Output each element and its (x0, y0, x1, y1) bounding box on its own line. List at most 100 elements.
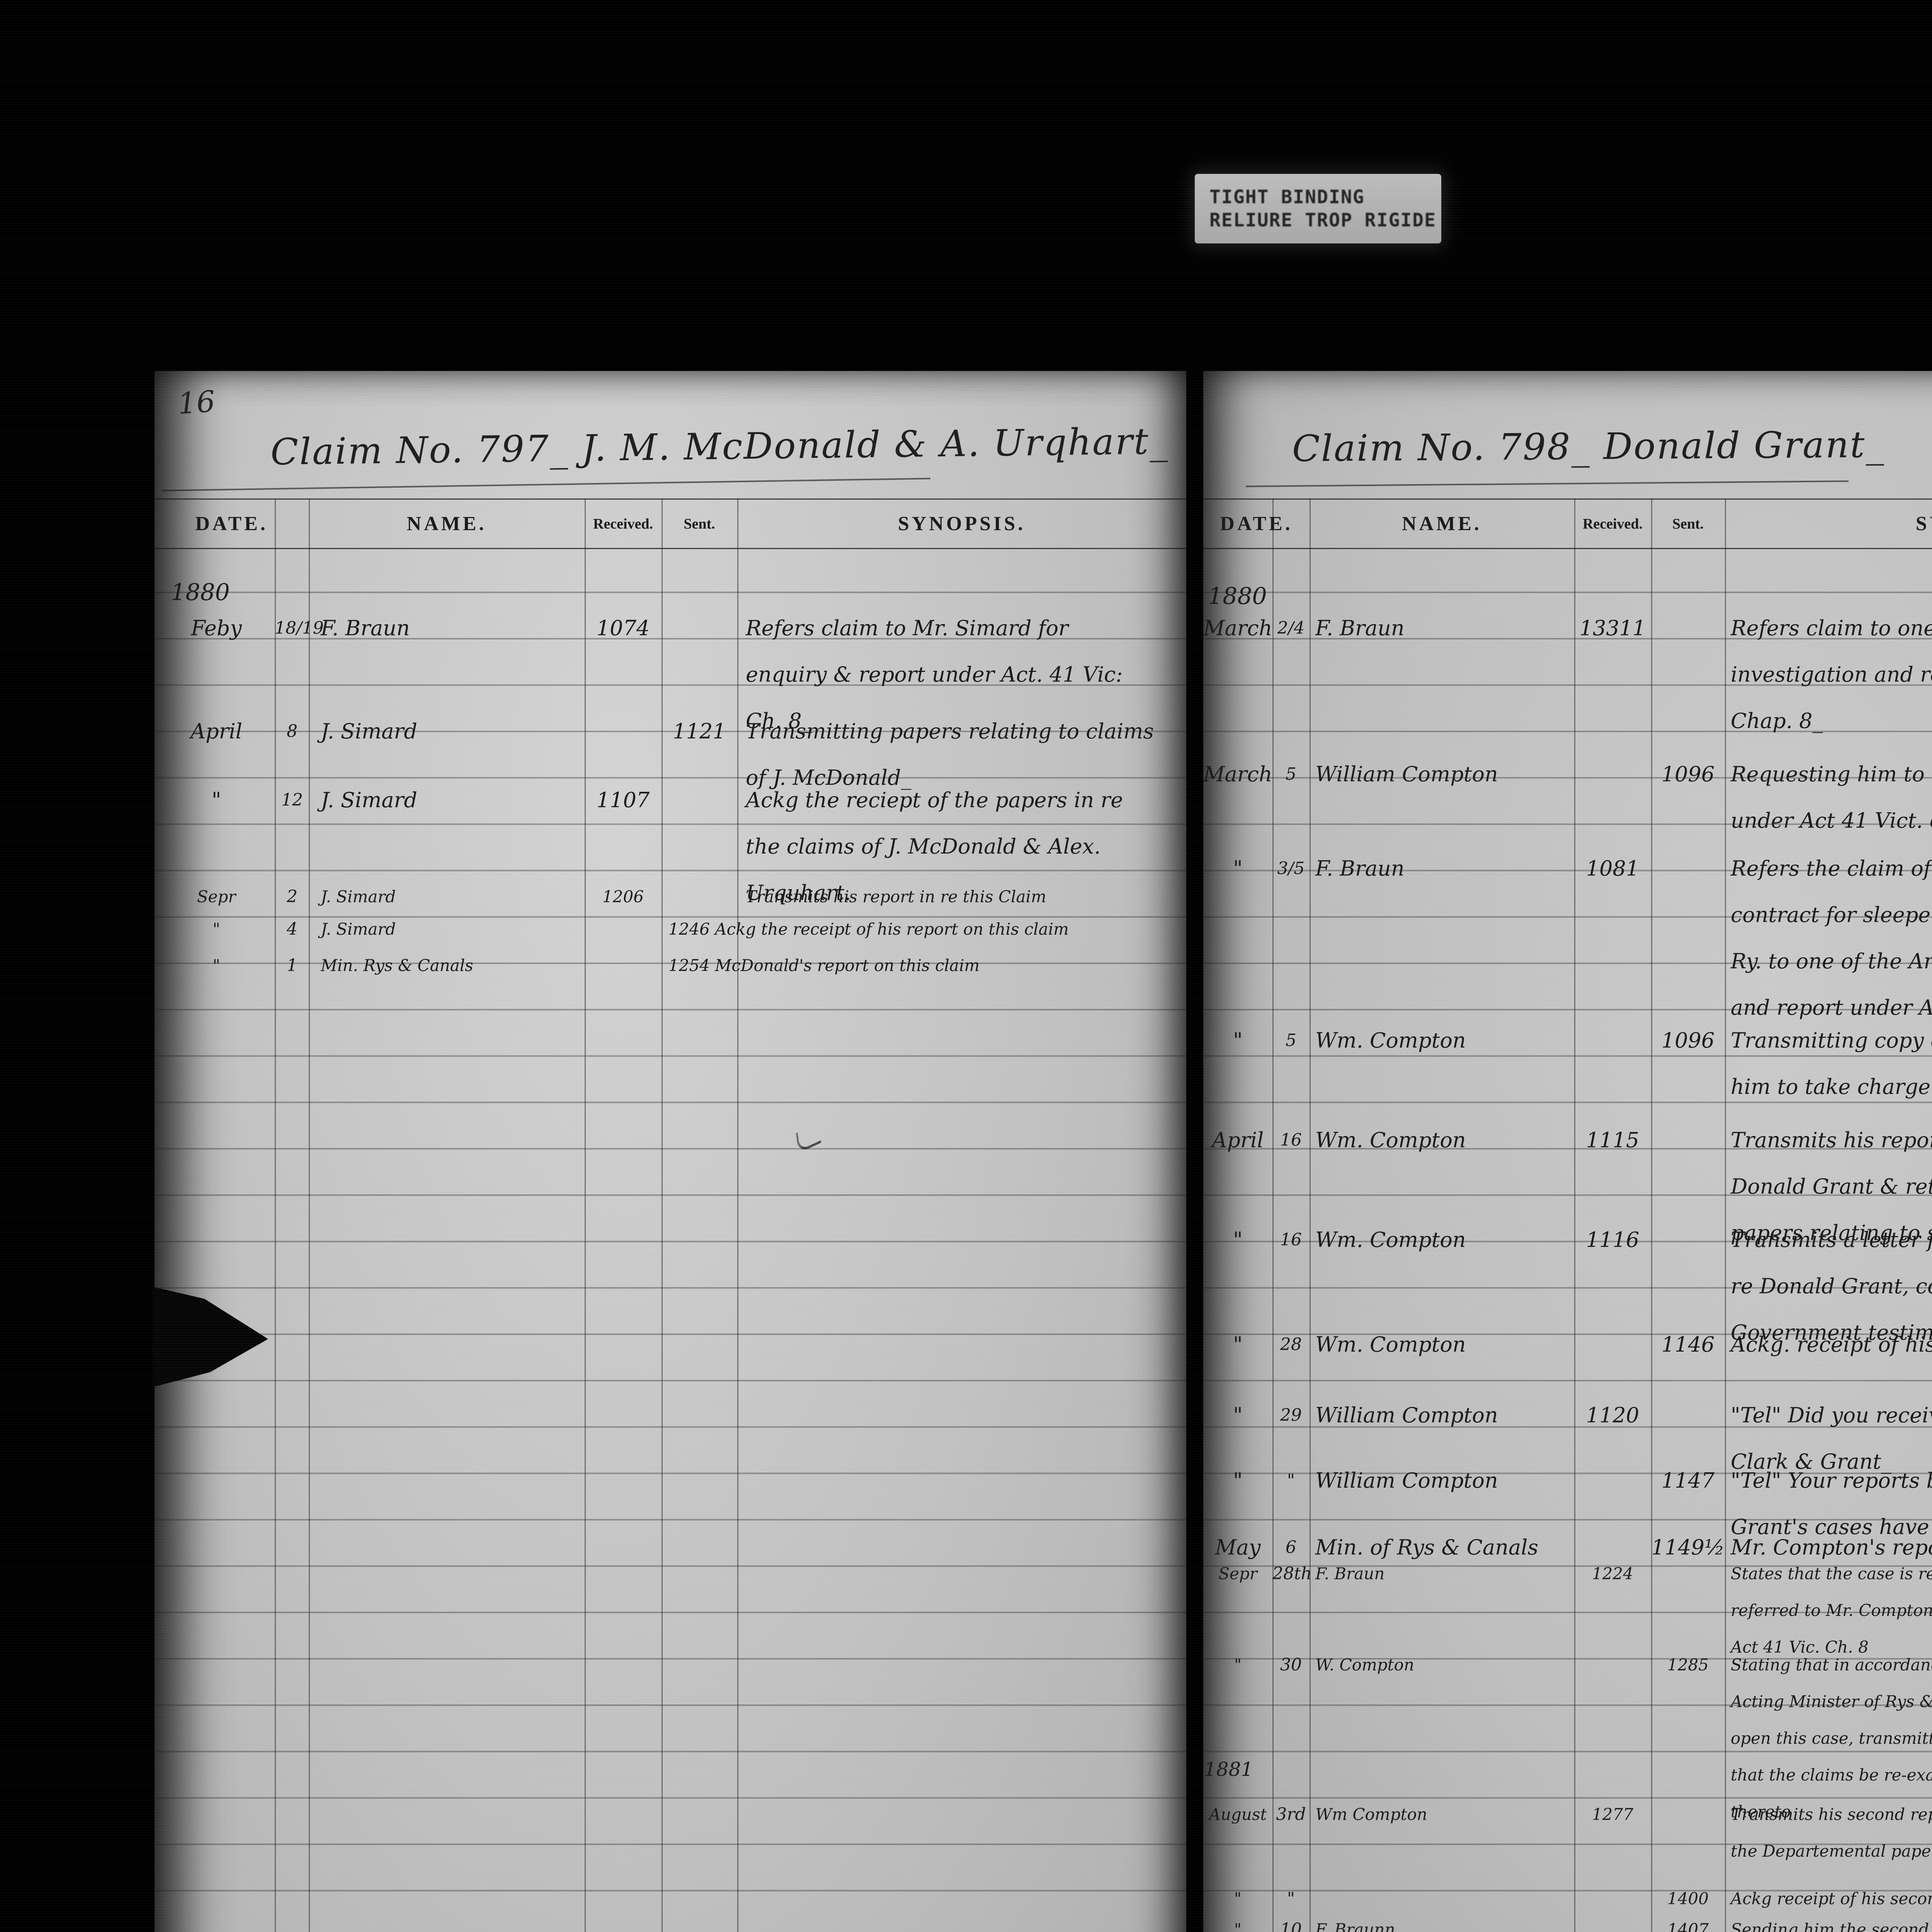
entry-synopsis: Transmits his report on the claim of Don… (1731, 1128, 1932, 1245)
column-header-sent: Sent. (1672, 515, 1704, 532)
entry-day: 18/19 (275, 618, 324, 638)
column-divider (1574, 498, 1575, 1932)
entry-day: 5 (1286, 1031, 1296, 1050)
entry-day: 29 (1280, 1405, 1302, 1425)
entry-date: " (1234, 1889, 1242, 1908)
column-divider (662, 498, 663, 1932)
entry-date: May (1215, 1535, 1261, 1560)
year-heading: 1880 (171, 579, 230, 606)
column-header-date: DATE. (1220, 513, 1293, 535)
entry-name: F. Braun (1315, 616, 1405, 640)
entry-name: William Compton (1315, 1468, 1498, 1493)
entry-date: March (1203, 762, 1272, 786)
entry-name: J. Simard (321, 920, 396, 939)
entry-name: Wm Compton (1315, 1805, 1427, 1824)
entry-name: J. Simard (321, 788, 417, 812)
entry-synopsis: Refers claim to Mr. Simard for enquiry &… (746, 616, 1123, 733)
entry-name: Wm. Compton (1315, 1028, 1466, 1053)
entry-synopsis: Transmitting copy of 1081 and requesting… (1731, 1028, 1932, 1099)
entry-sent: 1400 (1667, 1889, 1709, 1908)
binding-warning-stamp: TIGHT BINDING RELIURE TROP RIGIDE (1195, 174, 1441, 243)
entry-sent: 1096 (1661, 1028, 1715, 1053)
page-number: 16 (176, 384, 216, 421)
entry-date: August (1209, 1805, 1267, 1824)
entry-synopsis: "Tel" Did you receive my reports in re C… (1731, 1403, 1932, 1474)
entry-name: F. Braunn (1315, 1920, 1395, 1932)
entry-date: April (190, 719, 242, 743)
entry-day: 2 (287, 887, 298, 906)
entry-day: 3rd (1276, 1804, 1306, 1824)
entry-day: " (1287, 1471, 1295, 1490)
entry-day: 2/4 (1277, 618, 1305, 638)
entry-day: 3/5 (1277, 859, 1305, 878)
binding-stamp-line-fr: RELIURE TROP RIGIDE (1209, 209, 1437, 231)
entry-day: 4 (287, 919, 298, 939)
entry-day: 16 (1280, 1230, 1302, 1250)
entry-received: 13311 (1579, 616, 1646, 640)
entry-date: Sepr (1218, 1564, 1257, 1583)
entry-name: F. Braun (1315, 1564, 1385, 1583)
entry-day: 28th (1272, 1564, 1312, 1583)
entry-day: " (1287, 1889, 1295, 1908)
column-header-sent: Sent. (684, 515, 715, 532)
column-divider (1651, 498, 1652, 1932)
entry-date: " (1233, 856, 1243, 881)
entry-synopsis: Ackg receipt of his second report in thi… (1731, 1889, 1932, 1908)
entry-synopsis: Transmits his report in re this Claim (746, 887, 1046, 906)
table-header: DATE. NAME. Received. Sent. SYNOPSIS. (155, 498, 1186, 549)
entry-date: April (1212, 1128, 1264, 1152)
column-header-received: Received. (593, 515, 653, 532)
entry-synopsis: Transmits a letter from Mr. A. McNab in … (1731, 1228, 1932, 1345)
entry-synopsis: Ackg. receipt of his report on this clai… (1731, 1332, 1932, 1357)
entry-received: 1224 (1592, 1564, 1633, 1583)
entry-day: 10 (1280, 1920, 1302, 1932)
entry-date: " (1233, 1332, 1243, 1357)
entry-synopsis: 1254 McDonald's report on this claim (668, 956, 980, 975)
entry-name: J. Simard (321, 719, 417, 743)
entry-day: 16 (1280, 1130, 1302, 1150)
column-header-name: NAME. (406, 513, 487, 535)
entry-date: Feby (191, 616, 242, 640)
title-underline (162, 478, 930, 492)
entry-name: Wm. Compton (1315, 1228, 1466, 1252)
entry-synopsis: 1246 Ackg the receipt of his report on t… (668, 920, 1069, 939)
column-divider (309, 498, 310, 1932)
entry-name: F. Braun (321, 616, 410, 640)
ledger-page-right: 17 Claim No. 798_ Donald Grant_ DATE. NA… (1203, 371, 1932, 1932)
year-heading: 1880 (1208, 583, 1267, 610)
title-underline (1246, 480, 1849, 487)
entry-date: Sepr (197, 887, 236, 906)
entry-name: F. Braun (1315, 856, 1405, 881)
entry-name: William Compton (1315, 1403, 1498, 1427)
year-heading: 1881 (1204, 1758, 1253, 1781)
entry-name: J. Simard (321, 887, 396, 906)
entry-date: " (1233, 1403, 1243, 1427)
entry-received: 1206 (602, 887, 644, 906)
entry-date: " (211, 788, 221, 812)
entry-date: " (1233, 1228, 1243, 1252)
entry-date: " (1233, 1468, 1243, 1493)
column-divider (275, 498, 276, 1932)
entry-received: 1107 (596, 788, 650, 812)
column-header-date: DATE. (195, 513, 268, 535)
entry-day: 12 (281, 790, 303, 810)
entry-name: Min. of Rys & Canals (1315, 1535, 1539, 1560)
entry-received: 1277 (1592, 1805, 1633, 1824)
entry-date: " (1234, 1655, 1242, 1674)
entry-name: William Compton (1315, 762, 1498, 786)
entry-date: " (1233, 1028, 1243, 1053)
column-divider (737, 498, 738, 1932)
column-header-name: NAME. (1402, 513, 1482, 535)
table-header: DATE. NAME. Received. Sent. SYNOPSIS. (1203, 498, 1932, 549)
entry-day: 5 (1286, 764, 1296, 784)
entry-day: 8 (287, 721, 298, 741)
entry-synopsis: "Tel" Your reports both on S. Clark and … (1731, 1468, 1932, 1539)
entry-received: 1074 (596, 616, 650, 640)
entry-name: W. Compton (1315, 1655, 1414, 1674)
entry-synopsis: Transmits his second report on this clai… (1731, 1805, 1932, 1861)
entry-sent: 1121 (673, 719, 726, 743)
column-divider (1310, 498, 1311, 1932)
ruled-lines (1203, 547, 1932, 1932)
entry-date: " (213, 920, 220, 939)
column-divider (585, 498, 586, 1932)
